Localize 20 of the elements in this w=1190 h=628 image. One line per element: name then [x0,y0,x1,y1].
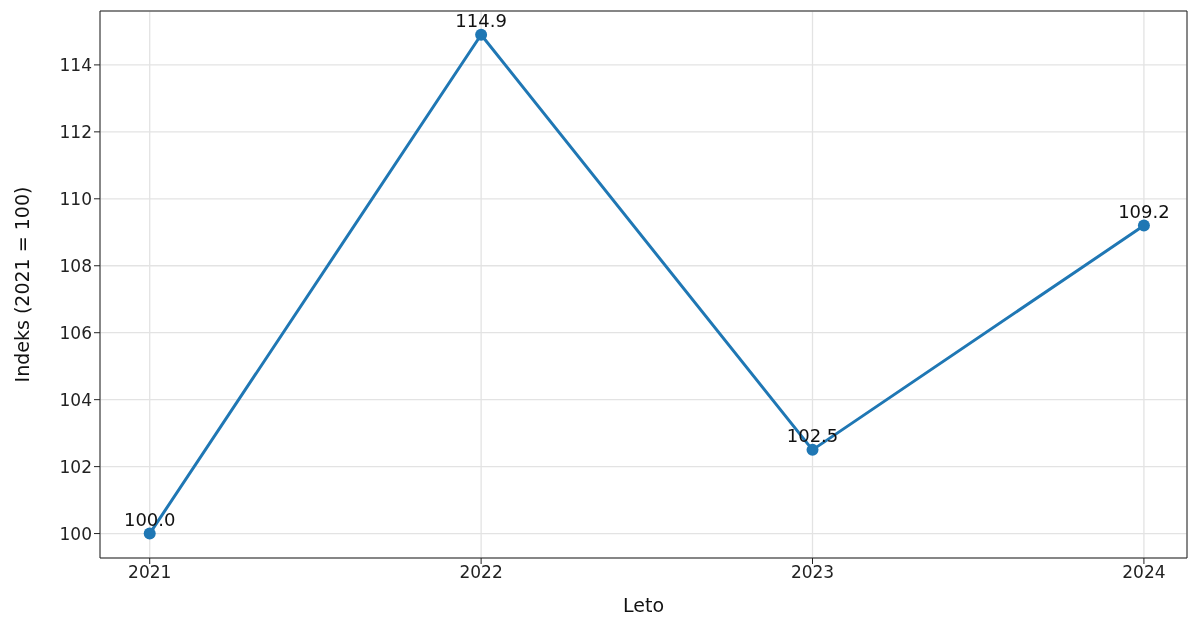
point [475,28,488,41]
y-tick-label: 102 [59,456,92,477]
y-tick-label: 108 [59,255,92,276]
point [143,527,156,540]
data-label: 114.9 [455,9,507,31]
y-tick-label: 112 [59,121,92,142]
point [806,443,819,456]
y-axis-title: Indeks (2021 = 100) [10,186,33,383]
x-tick-label: 2022 [459,562,503,583]
data-label: 109.2 [1118,200,1170,222]
x-tick-label: 2024 [1122,562,1166,583]
x-axis-title: Leto [622,594,665,616]
y-tick-label: 104 [59,389,92,410]
y-tick-label: 100 [59,523,92,544]
x-tick-label: 2023 [790,562,835,583]
x-tick-label: 2021 [128,562,172,583]
y-tick-label: 114 [59,54,92,75]
point [1137,219,1150,232]
y-tick-label: 110 [59,188,92,209]
y-tick-label: 106 [59,322,92,343]
